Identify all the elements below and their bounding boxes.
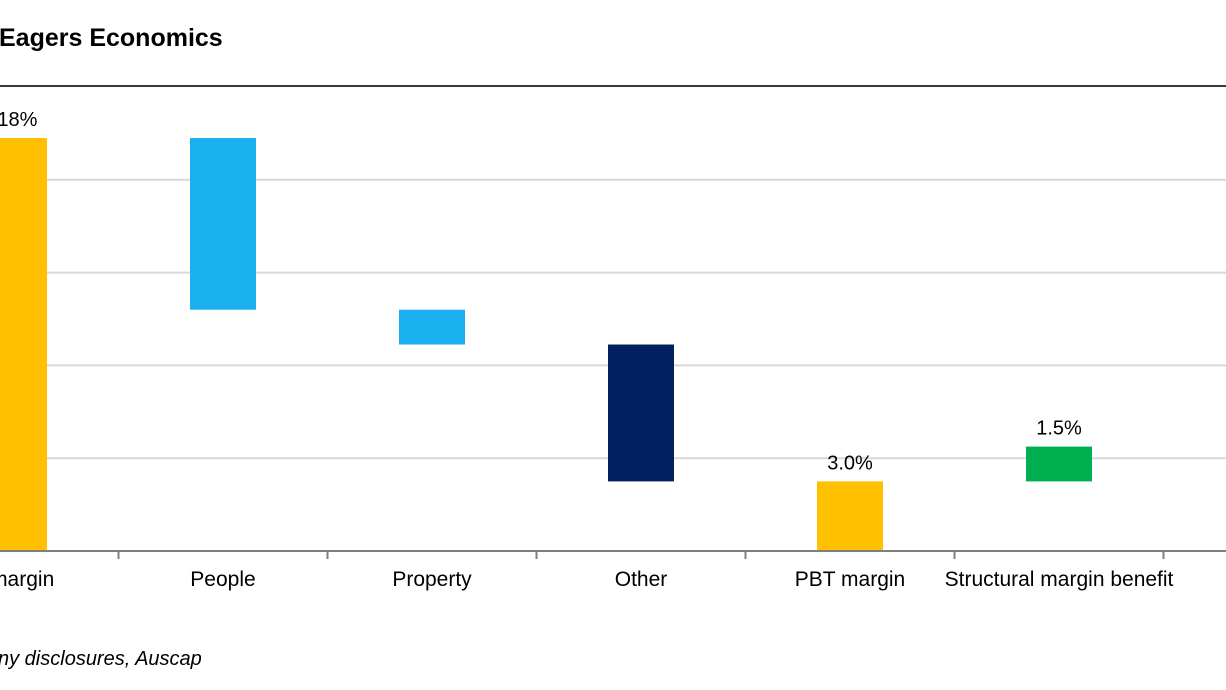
bar-2 xyxy=(190,138,256,310)
bar-3 xyxy=(399,309,465,345)
bar-5 xyxy=(817,481,883,551)
bar-6 xyxy=(1026,446,1092,482)
x-tick-label-5: PBT margin xyxy=(795,568,906,591)
x-tick-label-6: Structural margin benefit xyxy=(945,568,1174,591)
data-label-1: -18% xyxy=(0,109,38,131)
x-tick-label-4: Other xyxy=(615,568,668,591)
title-divider xyxy=(0,85,1226,87)
x-tick-label-3: Property xyxy=(392,568,472,591)
chart-title: Eagers Economics xyxy=(0,24,223,52)
x-tick-label-1: s margin xyxy=(0,568,54,591)
data-label-6: 1.5% xyxy=(1036,418,1082,440)
source-note: ny disclosures, Auscap xyxy=(0,648,202,670)
data-label-5: 3.0% xyxy=(827,452,873,474)
bar-1 xyxy=(0,138,47,552)
bar-4 xyxy=(608,344,674,482)
x-tick-label-2: People xyxy=(190,568,255,591)
